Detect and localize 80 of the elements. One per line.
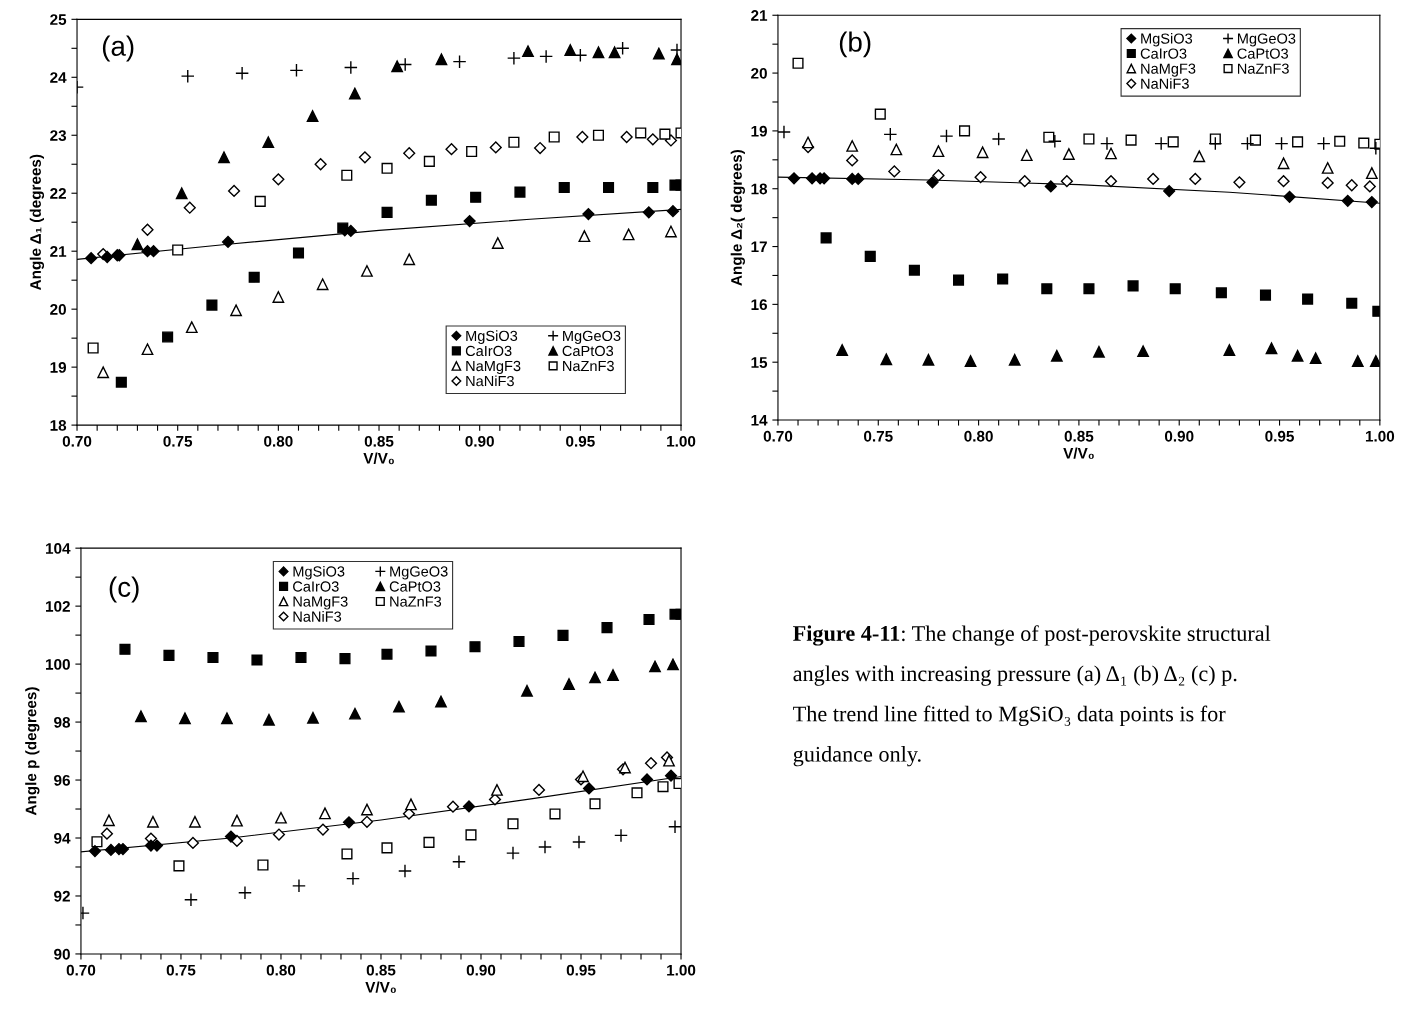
legend-label: MgGeO3 [563,330,621,344]
x-axis-title: V/V₀ [1063,447,1094,460]
y-tick-label: 98 [54,716,71,728]
x-tick-label: 0.75 [163,435,193,447]
x-axis-title: V/V₀ [365,981,396,994]
y-tick-label: 19 [751,125,767,137]
y-axis-title: Angle Δ₂( degrees) [730,149,745,286]
x-tick-label: 1.00 [1365,430,1395,442]
text: The trend line fitted to MgSiO₃ data points is for [793,705,1226,727]
annotation: (c) [109,576,139,603]
x-tick-label: 0.95 [566,964,596,976]
y-tick-label: 23 [50,130,67,141]
y-tick-label: 100 [46,658,70,670]
legend-label: CaPtO3 [389,581,441,592]
legend-label: NaNiF3 [293,611,342,622]
x-tick-label: 0.85 [364,435,394,447]
legend-label: MgGeO3 [390,566,448,580]
legend-label: CaPtO3 [562,345,614,357]
legend-label: CaPtO3 [1237,48,1289,59]
y-tick-label: 20 [50,304,66,315]
legend-label: NaNiF3 [466,375,514,387]
x-tick-label: 0.80 [266,964,296,976]
y-tick-label: 90 [54,948,70,960]
x-tick-label: 0.70 [62,435,92,447]
text: : The change of post-perovskite structural [902,625,1271,646]
legend-label: CaIrO3 [293,581,339,592]
legend-label: MgSiO3 [293,565,345,580]
legend-label: NaNiF3 [1141,78,1189,89]
legend-label: NaZnF3 [563,360,614,372]
y-tick-label: 22 [50,188,66,199]
x-tick-label: 0.70 [763,430,793,442]
legend-label: NaZnF3 [1237,63,1289,74]
y-tick-label: 25 [50,14,67,26]
y-tick-label: 21 [50,246,67,257]
annotation: (b) [839,31,871,58]
y-tick-label: 92 [54,890,70,902]
legend-label: CaIrO3 [465,345,512,357]
legend-label: NaMgF3 [466,360,521,375]
x-tick-label: 0.80 [264,435,293,447]
y-tick-label: 96 [54,774,70,786]
y-tick-label: 15 [751,357,768,368]
x-tick-label: 0.95 [566,435,595,447]
y-tick-label: 18 [751,183,768,195]
text: angles with increasing pressure (a) Δ₁ (b) Δ₂ (c) p. [793,665,1237,686]
x-tick-label: 0.75 [166,964,196,976]
x-axis-title: V/V₀ [363,452,394,465]
annotation: (a) [102,35,134,62]
y-tick-label: 19 [50,362,67,373]
x-tick-label: 1.00 [667,435,696,447]
x-tick-label: 0.90 [465,435,494,447]
text: guidance only. [793,746,921,767]
x-tick-label: 0.85 [366,964,396,976]
x-tick-label: 0.90 [1164,430,1194,442]
x-tick-label: 1.00 [667,964,696,976]
y-axis-title: Angle p (degrees) [25,687,40,816]
y-tick-label: 24 [50,72,67,83]
y-tick-label: 94 [54,832,71,844]
x-tick-label: 0.95 [1265,430,1294,442]
legend-label: NaZnF3 [390,596,442,607]
y-tick-label: 14 [751,415,768,426]
x-tick-label: 0.70 [66,964,96,976]
legend-label: CaIrO3 [1140,48,1187,59]
legend-label: MgSiO3 [1141,32,1193,47]
y-tick-label: 18 [50,419,67,431]
y-tick-label: 17 [751,241,767,253]
y-tick-label: 21 [751,10,768,21]
caption: Figure 4-11 [793,625,900,646]
x-tick-label: 0.80 [964,430,993,442]
y-tick-label: 20 [751,67,767,79]
legend-label: MgSiO3 [466,330,518,344]
y-tick-label: 16 [751,299,767,311]
x-tick-label: 0.90 [466,964,496,976]
legend-label: MgGeO3 [1237,33,1296,47]
y-axis-title: Angle Δ₁ (degrees) [29,154,45,291]
legend-label: NaMgF3 [293,596,348,610]
y-tick-label: 104 [46,543,71,554]
legend-label: NaMgF3 [1141,63,1196,77]
y-tick-label: 102 [46,601,70,612]
x-tick-label: 0.85 [1064,430,1094,442]
x-tick-label: 0.75 [864,430,893,442]
